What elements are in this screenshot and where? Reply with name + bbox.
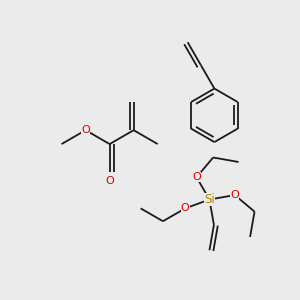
Text: O: O	[192, 172, 201, 182]
Text: Si: Si	[204, 193, 215, 206]
Text: O: O	[105, 176, 114, 186]
Text: O: O	[230, 190, 239, 200]
Text: O: O	[81, 125, 90, 135]
Text: O: O	[181, 203, 190, 213]
